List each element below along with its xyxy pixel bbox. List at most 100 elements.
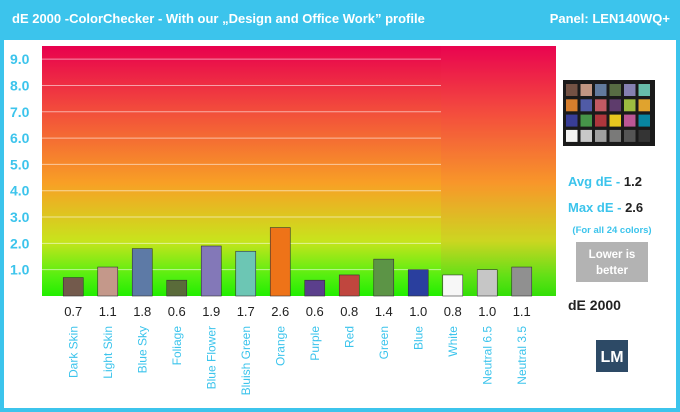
checker-patch — [609, 84, 621, 96]
bottom-border — [0, 408, 680, 412]
y-tick-label: 7.0 — [10, 104, 30, 120]
y-tick-label: 3.0 — [10, 209, 30, 225]
value-label: 1.0 — [409, 304, 427, 319]
checker-patch — [566, 114, 578, 127]
bar-blue-flower — [200, 245, 222, 297]
value-label: 1.4 — [375, 304, 393, 319]
bar-white — [442, 274, 464, 297]
checker-patch — [580, 114, 592, 127]
category-label: Neutral 3.5 — [515, 326, 529, 385]
bar-foliage — [166, 279, 188, 297]
checker-patch — [566, 99, 578, 112]
plot-background-neutrals — [441, 46, 556, 296]
lm-logo — [596, 340, 628, 372]
y-axis: 1.0 2.0 3.0 4.0 5.0 6.0 7.0 8.0 9.0 — [10, 51, 30, 278]
bar-purple — [304, 279, 326, 297]
category-label: Green — [377, 326, 391, 359]
category-label: Light Skin — [101, 326, 115, 379]
bar-light-skin — [97, 266, 119, 297]
category-label: Bluish Green — [239, 326, 253, 395]
value-label: 0.6 — [306, 304, 324, 319]
checker-patch — [580, 84, 592, 96]
value-label: 1.8 — [133, 304, 151, 319]
checker-patch — [638, 129, 650, 142]
right-border — [676, 40, 680, 412]
bar-bluish-green — [235, 250, 257, 297]
y-tick-label: 9.0 — [10, 51, 30, 67]
category-label: Orange — [273, 326, 287, 366]
category-label: Blue Flower — [204, 326, 218, 389]
checker-patch — [638, 84, 650, 96]
checker-patch — [609, 129, 621, 142]
checker-patch — [609, 114, 621, 127]
y-tick-label: 4.0 — [10, 183, 30, 199]
checker-patch — [624, 99, 636, 112]
checker-patch — [595, 129, 607, 142]
neutral-tint — [441, 46, 556, 296]
colorchecker-image — [563, 80, 655, 146]
value-label: 0.8 — [340, 304, 358, 319]
checker-patch — [580, 129, 592, 142]
panel-label: Panel: LEN140WQ+ — [550, 11, 671, 26]
checker-patch — [595, 114, 607, 127]
max-de-label: Max dE - 2.6 — [568, 200, 643, 215]
category-label: White — [446, 326, 460, 357]
max-de-value: 2.6 — [625, 200, 643, 215]
value-label: 0.6 — [168, 304, 186, 319]
colors-note: (For all 24 colors) — [572, 225, 651, 236]
lm-logo-text: LM — [600, 349, 623, 366]
y-tick-label: 8.0 — [10, 77, 30, 93]
checker-patch — [638, 114, 650, 127]
unit-label: dE 2000 — [568, 297, 621, 313]
bar-neutral-3-5 — [511, 266, 533, 297]
x-axis-labels: Dark Skin Light Skin Blue Sky Foliage Blue F… — [66, 326, 529, 396]
header-bar — [0, 0, 680, 40]
category-label: Blue Sky — [135, 326, 149, 373]
checker-patch — [566, 129, 578, 142]
left-border — [0, 40, 4, 412]
checker-patch — [595, 84, 607, 96]
bar-blue — [407, 269, 429, 297]
category-label: Foliage — [170, 326, 184, 366]
lower-is-better-line2: better — [596, 265, 628, 277]
value-label: 0.8 — [444, 304, 462, 319]
bar-blue-sky — [131, 248, 153, 297]
value-label: 2.6 — [271, 304, 289, 319]
y-tick-label: 2.0 — [10, 235, 30, 251]
lower-is-better-line1: Lower is — [589, 249, 636, 261]
checker-patch — [595, 99, 607, 112]
category-label: Neutral 6.5 — [480, 326, 494, 385]
avg-de-value: 1.2 — [624, 174, 642, 189]
lower-is-better-badge — [576, 242, 648, 282]
bar-red — [338, 274, 360, 297]
y-tick-label: 1.0 — [10, 262, 30, 278]
value-label: 1.7 — [237, 304, 255, 319]
checker-patch — [609, 99, 621, 112]
y-tick-label: 6.0 — [10, 130, 30, 146]
category-label: Red — [342, 326, 356, 348]
category-label: Purple — [308, 326, 322, 361]
checker-patch — [580, 99, 592, 112]
bar-green — [373, 258, 395, 297]
value-label: 1.1 — [513, 304, 531, 319]
category-label: Dark Skin — [66, 326, 80, 378]
checker-patch — [624, 114, 636, 127]
value-label: 0.7 — [64, 304, 82, 319]
value-labels: 0.7 1.1 1.8 0.6 1.9 1.7 2.6 0.6 0.8 1.4 1.0 0.8 1.0 1… — [64, 304, 531, 319]
bars — [62, 227, 533, 297]
chart-title: dE 2000 -ColorChecker - With our „Design… — [12, 11, 425, 26]
y-tick-label: 5.0 — [10, 156, 30, 172]
value-label: 1.9 — [202, 304, 220, 319]
value-label: 1.1 — [99, 304, 117, 319]
checker-patch — [638, 99, 650, 112]
avg-de-label: Avg dE - 1.2 — [568, 174, 642, 189]
checker-patch — [624, 129, 636, 142]
bar-orange — [269, 227, 291, 297]
category-label: Blue — [411, 326, 425, 350]
checker-patch — [624, 84, 636, 96]
bar-dark-skin — [62, 277, 84, 297]
bar-neutral-6-5 — [476, 269, 498, 297]
checker-patch — [566, 84, 578, 96]
value-label: 1.0 — [478, 304, 496, 319]
